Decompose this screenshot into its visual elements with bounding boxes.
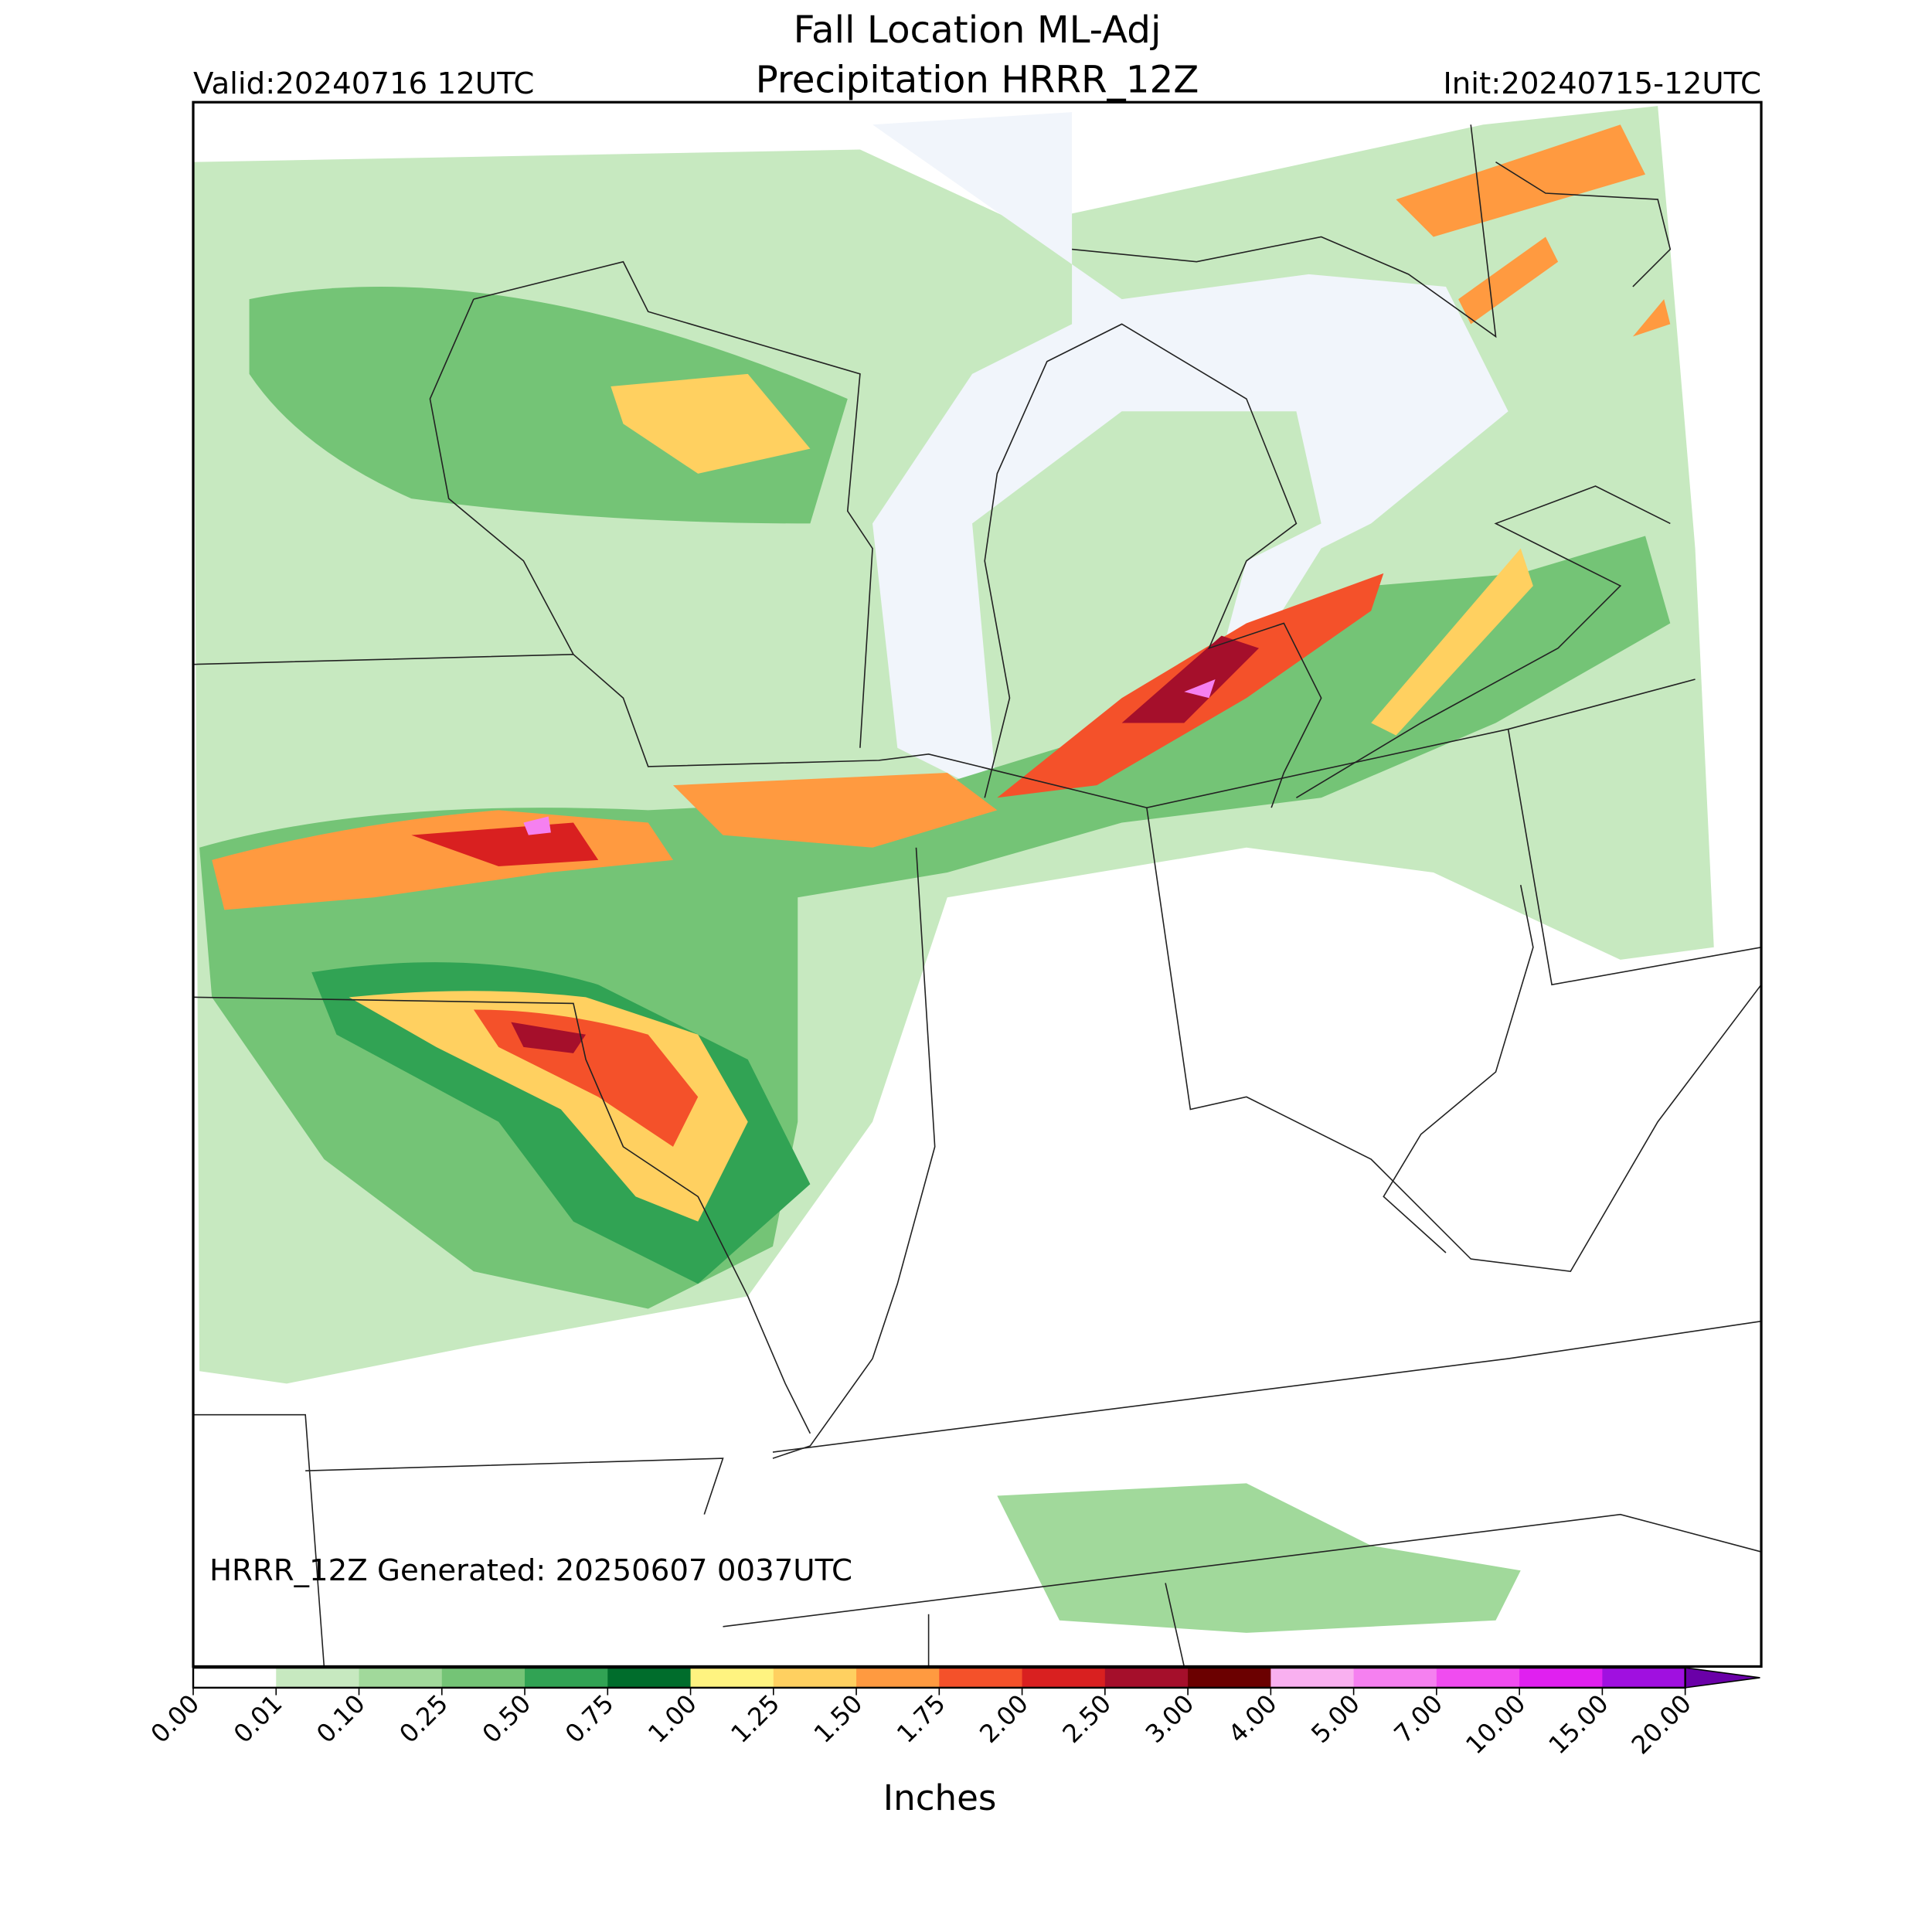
tick-label: 2.50	[1057, 1689, 1117, 1749]
state-border	[1383, 729, 1762, 1253]
coastline	[1296, 485, 1671, 798]
tick-label: 0.50	[477, 1689, 537, 1749]
precip-area	[511, 1022, 587, 1053]
colorbar-segment	[193, 1668, 277, 1688]
state-border	[723, 1513, 1762, 1667]
coastline	[984, 323, 1322, 808]
colorbar-segment	[1602, 1668, 1686, 1688]
colorbar-segment	[1270, 1668, 1355, 1688]
colorbar-segment	[1353, 1668, 1437, 1688]
colorbar-segment	[607, 1668, 692, 1688]
colorbar-segment	[939, 1668, 1023, 1688]
title: Precipitation HRRR_12Z	[756, 58, 1199, 101]
colorbar-extend	[1684, 1667, 1760, 1689]
valid-time: Valid:20240716 12UTC	[193, 66, 534, 101]
tick-label: 20.00	[1626, 1689, 1697, 1760]
tick-label: 5.00	[1305, 1689, 1366, 1749]
precip-area	[611, 373, 811, 474]
tick-label: 0.10	[311, 1689, 371, 1749]
tick-label: 1.25	[725, 1689, 785, 1749]
colorbar-segment	[359, 1668, 443, 1688]
tick-label: 2.00	[974, 1689, 1034, 1749]
precip-area	[1396, 124, 1671, 337]
colorbar-segment	[1436, 1668, 1520, 1688]
tick-label: 15.00	[1543, 1689, 1614, 1760]
precip-area	[1184, 679, 1216, 699]
tick-label: 0.00	[145, 1689, 206, 1749]
colorbar-segment	[856, 1668, 940, 1688]
state-border	[429, 260, 873, 748]
title: Fall Location ML-Adj	[794, 9, 1162, 52]
tick-label: 4.00	[1223, 1689, 1283, 1749]
tick-label: 3.00	[1140, 1689, 1200, 1749]
tick-label: 1.00	[642, 1689, 702, 1749]
colorbar-segment	[525, 1668, 609, 1688]
tick-label: 0.25	[393, 1689, 454, 1749]
colorbar-segment	[690, 1668, 774, 1688]
init-time: Init:20240715-12UTC	[1443, 66, 1761, 101]
colorbar-label: Inches	[883, 1777, 997, 1818]
map: HRRR_12Z Generated: 20250607 0037UTC	[192, 100, 1763, 1668]
colorbar-segment	[1188, 1668, 1272, 1688]
state-border	[192, 1320, 1762, 1667]
state-border	[1146, 808, 1762, 1273]
generated-note: HRRR_12Z Generated: 20250607 0037UTC	[209, 1553, 852, 1588]
precip-area	[523, 816, 551, 835]
tick-label: 1.50	[808, 1689, 869, 1749]
map-frame	[192, 100, 1763, 1668]
colorbar-segment	[1104, 1668, 1189, 1688]
precip-area	[1371, 548, 1533, 736]
colorbar-segment	[276, 1668, 360, 1688]
colorbar: 0.00 0.01 0.10 0.25 0.50 0.75 1.00 1.25 1.50 1.75…	[145, 1666, 1760, 1760]
colorbar-segment	[773, 1668, 857, 1688]
tick-label: 0.75	[560, 1689, 620, 1749]
tick-label: 0.01	[228, 1689, 288, 1749]
colorbar-segment	[441, 1668, 526, 1688]
precip-area	[1121, 635, 1260, 723]
precip-area	[997, 1483, 1521, 1633]
tick-label: 7.00	[1389, 1689, 1449, 1749]
colorbar-segment	[1519, 1668, 1604, 1688]
coastline	[1072, 124, 1672, 338]
state-border	[192, 653, 1696, 808]
precip-area	[411, 822, 599, 866]
colorbar-frame	[192, 1666, 1686, 1689]
lake-area	[872, 112, 1509, 798]
tick-label: 1.75	[891, 1689, 951, 1749]
colorbar-segment	[1022, 1668, 1106, 1688]
state-border	[192, 996, 811, 1434]
precip-area	[672, 773, 998, 848]
tick-label: 10.00	[1460, 1689, 1531, 1760]
